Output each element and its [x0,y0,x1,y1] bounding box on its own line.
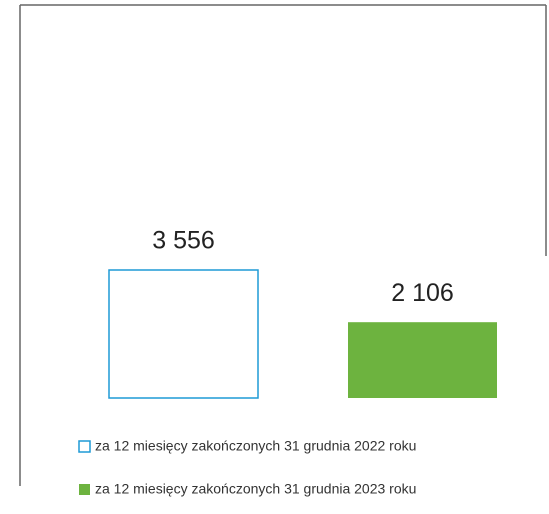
bar [348,322,497,398]
legend-label: za 12 miesięcy zakończonych 31 grudnia 2… [95,438,416,454]
value-label: 2 106 [391,279,454,307]
legend-swatch [79,484,90,495]
legend-swatch [78,440,91,453]
value-label: 3 556 [152,227,215,255]
bar [108,269,259,399]
legend-label: za 12 miesięcy zakończonych 31 grudnia 2… [95,481,416,497]
